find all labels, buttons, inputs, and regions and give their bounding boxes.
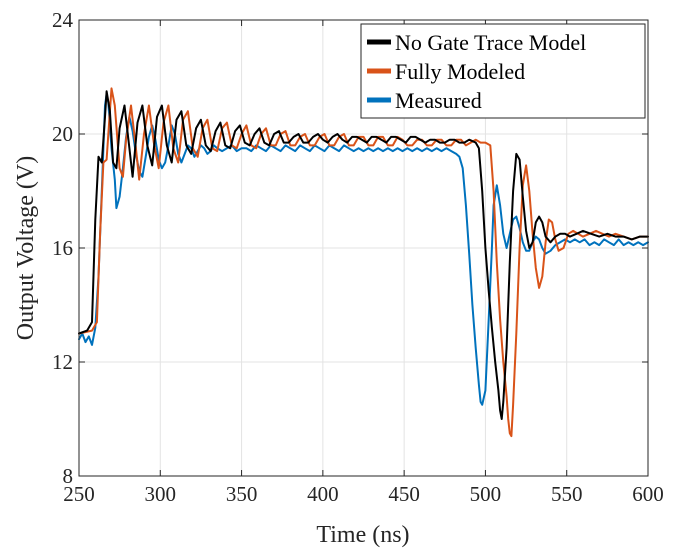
y-tick-label: 16 [52,236,73,260]
legend: No Gate Trace Model Fully Modeled Measured [360,23,646,119]
x-tick-label: 250 [63,482,95,506]
x-tick-label: 450 [388,482,420,506]
y-tick-label: 12 [52,350,73,374]
x-tick-label: 550 [551,482,583,506]
x-tick-label: 500 [470,482,502,506]
series-line-0 [78,90,649,420]
y-tick-label: 24 [52,8,74,32]
series-group [78,87,649,438]
y-axis-label: Output Voltage (V) [13,156,39,340]
legend-label-1: Fully Modeled [395,59,525,84]
y-tick-label: 8 [63,464,74,488]
x-tick-label: 600 [632,482,664,506]
series-line-1 [78,87,649,438]
x-tick-label: 400 [307,482,339,506]
x-axis-label: Time (ns) [316,522,409,548]
tick-labels: 250 300 350 400 450 500 550 600 8 12 16 20 24 [52,8,664,506]
legend-label-2: Measured [395,88,482,113]
ticks [78,19,649,477]
x-tick-label: 300 [145,482,177,506]
y-tick-label: 20 [52,122,73,146]
x-tick-label: 350 [226,482,258,506]
legend-box [360,23,646,119]
legend-label-0: No Gate Trace Model [395,30,586,55]
